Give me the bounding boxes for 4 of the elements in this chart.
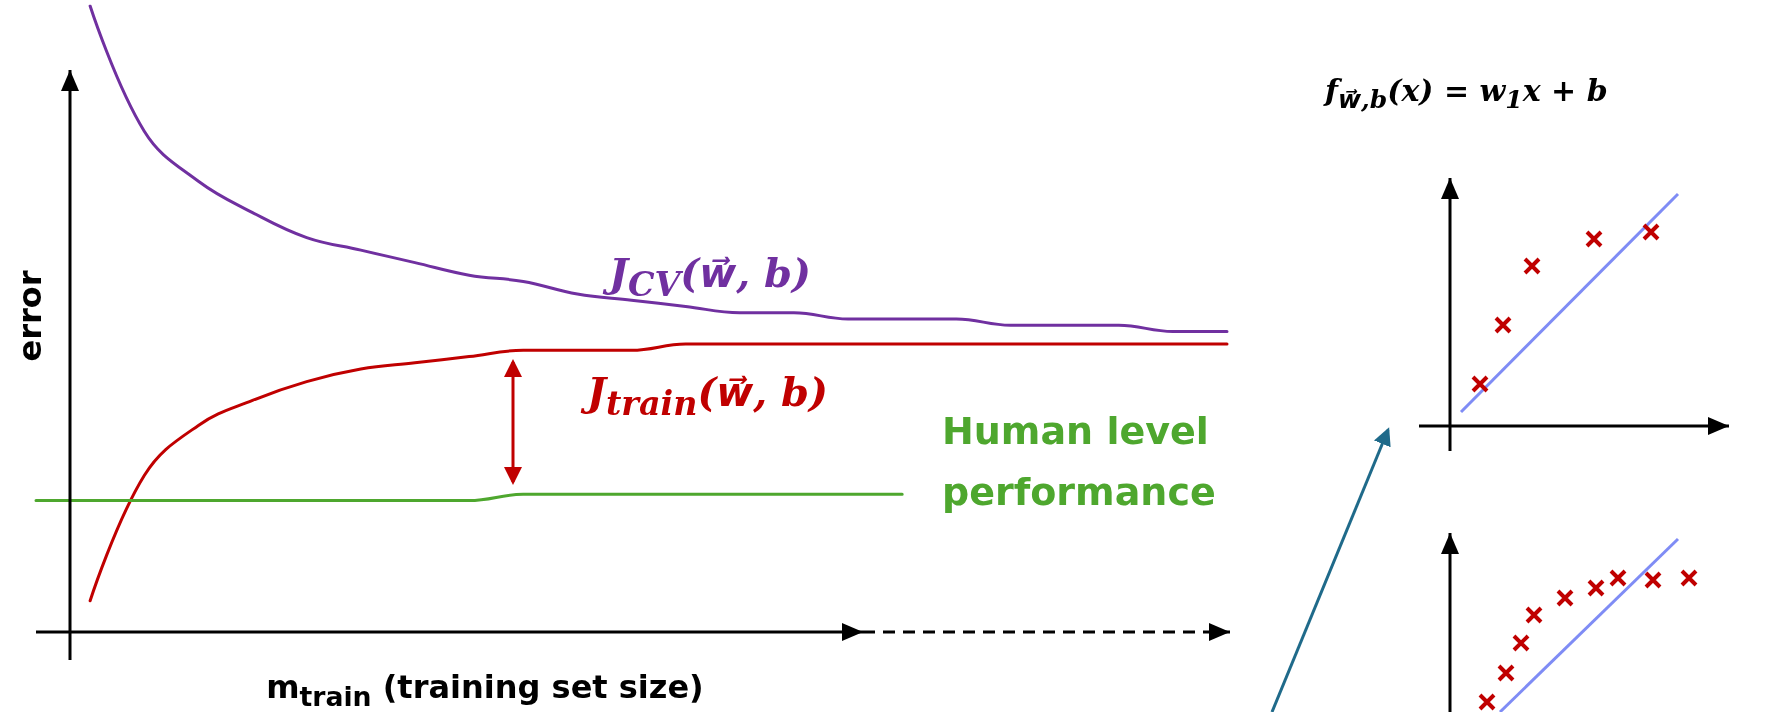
series-label: Human level performance <box>942 408 1217 516</box>
y-axis-title: error <box>11 270 49 362</box>
x-axis-title: m$_{train}$ (training set size) <box>266 668 704 712</box>
text: f$_{w⃗,b}$(x) = w$_{1}$x + b <box>1325 72 1608 114</box>
